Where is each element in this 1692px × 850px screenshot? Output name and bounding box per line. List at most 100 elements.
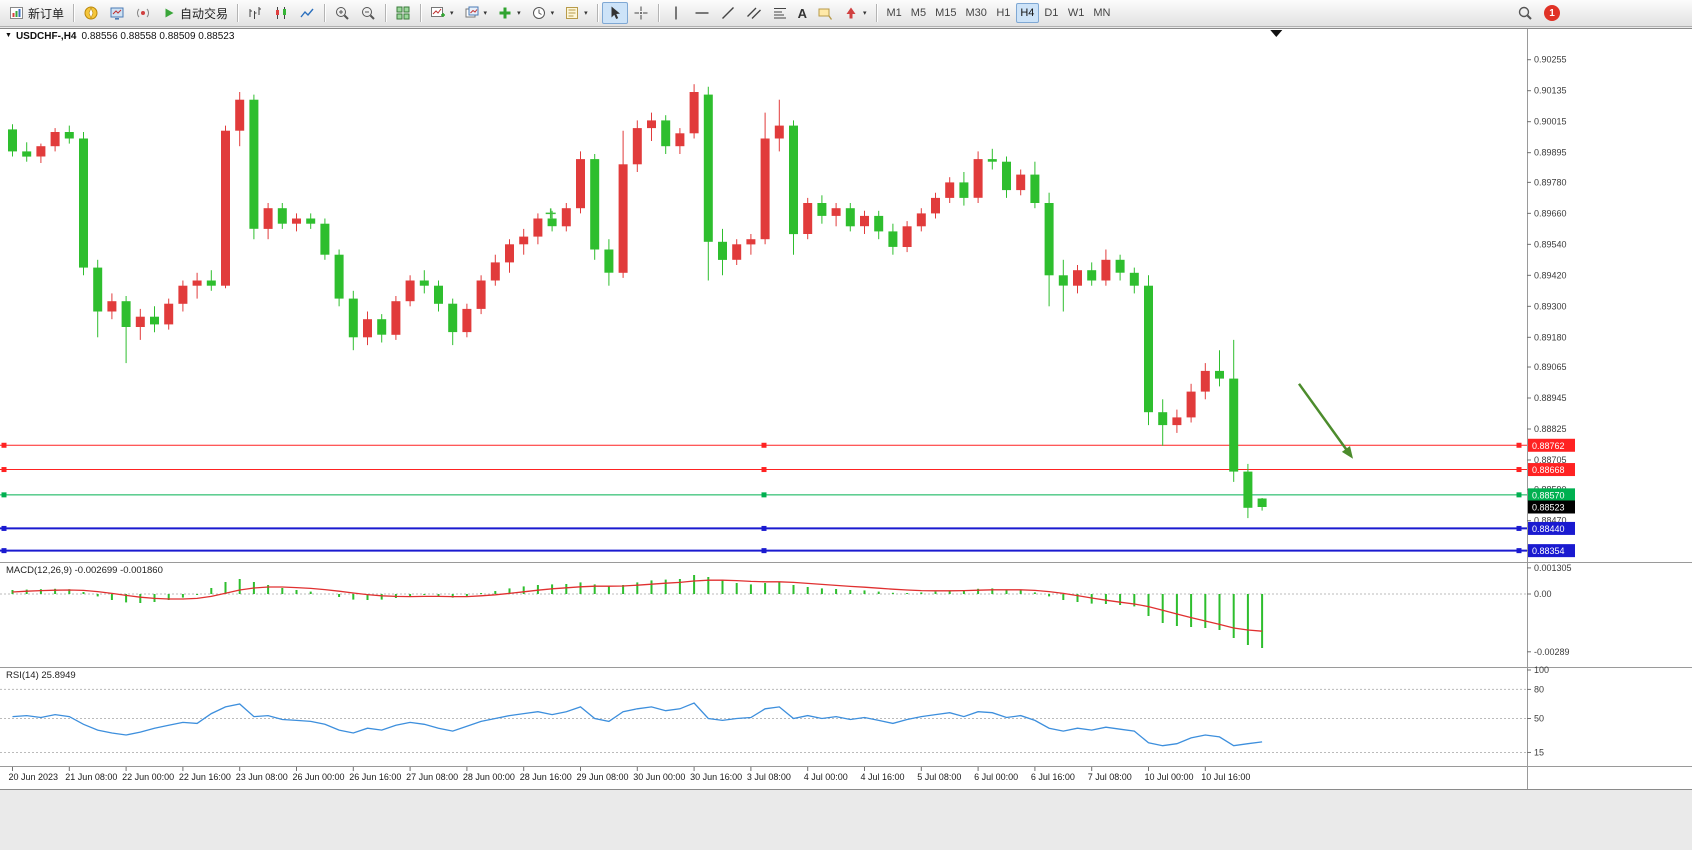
chart-ohlc-values: 0.88556 0.88558 0.88509 0.88523 (81, 31, 235, 42)
svg-text:0.88570: 0.88570 (1532, 490, 1565, 500)
new-order-icon (10, 7, 23, 19)
macd-axis[interactable]: 0.001305 0.00 -0.00289 (1527, 563, 1572, 657)
search-button[interactable] (1512, 2, 1538, 24)
svg-text:0.89180: 0.89180 (1534, 332, 1567, 342)
svg-text:0.88354: 0.88354 (1532, 546, 1565, 556)
timeframe-button-m30[interactable]: M30 (961, 3, 990, 23)
crosshair-icon (634, 6, 648, 20)
toolbar-separator (237, 4, 239, 22)
svg-text:27 Jun 08:00: 27 Jun 08:00 (406, 772, 458, 782)
macd-values: -0.002699 -0.001860 (74, 565, 163, 576)
text-label-button[interactable] (812, 2, 838, 24)
time-axis[interactable]: 20 Jun 2023 21 Jun 08:00 22 Jun 00:00 22 Ju… (9, 767, 1251, 782)
svg-text:0.90255: 0.90255 (1534, 55, 1567, 65)
indicators-button[interactable]: ▾ (492, 2, 526, 24)
add-indicator-icon (499, 7, 511, 19)
toolbar-separator (420, 4, 422, 22)
timeframe-button-h4[interactable]: H4 (1015, 3, 1039, 23)
dropdown-caret-icon: ▾ (517, 10, 521, 17)
svg-text:50: 50 (1534, 714, 1544, 724)
trend-arrow-annotation[interactable] (1297, 383, 1349, 453)
svg-text:23 Jun 08:00: 23 Jun 08:00 (236, 772, 288, 782)
bar-chart-button[interactable] (242, 2, 268, 24)
svg-text:0.90015: 0.90015 (1534, 117, 1567, 127)
text-button[interactable]: A (793, 2, 812, 24)
timeframe-button-m1[interactable]: M1 (883, 3, 906, 23)
timeframe-button-w1[interactable]: W1 (1064, 3, 1089, 23)
chart-symbol-period: USDCHF-,H4 (15, 31, 77, 42)
rsi-axis[interactable]: 100 80 50 15 (1527, 665, 1549, 757)
svg-text:0.88440: 0.88440 (1532, 524, 1565, 534)
terminal-button[interactable] (104, 2, 130, 24)
svg-text:100: 100 (1534, 665, 1549, 675)
profiles-button[interactable]: ▾ (459, 2, 493, 24)
template-icon (566, 7, 579, 19)
svg-text:30 Jun 16:00: 30 Jun 16:00 (690, 772, 742, 782)
toolbar-separator (875, 4, 877, 22)
horizontal-line-button[interactable] (689, 2, 715, 24)
svg-text:0.88523: 0.88523 (1532, 502, 1565, 512)
new-order-button[interactable]: 新订单 (4, 2, 69, 24)
rsi-line (12, 702, 1263, 747)
svg-text:80: 80 (1534, 684, 1544, 694)
trend-arrow-head (1341, 446, 1353, 459)
svg-text:15: 15 (1534, 747, 1544, 757)
compass-button[interactable] (78, 2, 104, 24)
clock-icon (532, 7, 545, 19)
svg-text:0.88945: 0.88945 (1534, 393, 1567, 403)
tile-windows-button[interactable] (390, 2, 416, 24)
timeframe-button-mn[interactable]: MN (1089, 3, 1114, 23)
candlestick-chart-icon (276, 7, 287, 19)
zoom-out-button[interactable] (355, 2, 381, 24)
svg-text:0.00: 0.00 (1534, 589, 1552, 599)
svg-text:0.89660: 0.89660 (1534, 208, 1567, 218)
line-chart-icon (300, 8, 314, 18)
timeframe-button-h1[interactable]: H1 (992, 3, 1015, 23)
macd-indicator-label: MACD(12,26,9) -0.002699 -0.001860 (6, 565, 163, 576)
profiles-icon (465, 6, 479, 18)
zoom-in-button[interactable] (329, 2, 355, 24)
channel-icon (746, 7, 761, 19)
macd-signal-line (12, 579, 1263, 632)
dropdown-caret-icon: ▾ (584, 10, 588, 17)
svg-text:10 Jul 00:00: 10 Jul 00:00 (1145, 772, 1194, 782)
periods-button[interactable]: ▾ (526, 2, 560, 24)
chart-collapse-icon[interactable]: ▼ (5, 32, 12, 39)
timeframe-button-m15[interactable]: M15 (931, 3, 960, 23)
line-chart-button[interactable] (294, 2, 320, 24)
cursor-button[interactable] (601, 2, 628, 24)
auto-trading-button[interactable]: 自动交易 (156, 2, 233, 24)
chart-background[interactable] (0, 28, 1692, 790)
svg-text:0.89300: 0.89300 (1534, 301, 1567, 311)
fibonacci-icon (773, 8, 786, 19)
svg-text:0.88705: 0.88705 (1534, 455, 1567, 465)
toolbar: 新订单 自动交易 ▾ ▾ ▾ (0, 0, 1692, 27)
svg-text:0.88668: 0.88668 (1532, 465, 1565, 475)
channel-button[interactable] (741, 2, 767, 24)
auto-trading-label: 自动交易 (180, 6, 229, 21)
svg-text:0.89420: 0.89420 (1534, 270, 1567, 280)
templates-button[interactable]: ▾ (559, 2, 593, 24)
svg-text:0.89065: 0.89065 (1534, 362, 1567, 372)
trendline-button[interactable] (715, 2, 741, 24)
text-tool-icon: A (797, 5, 807, 21)
svg-text:0.88470: 0.88470 (1534, 516, 1567, 526)
new-chart-button[interactable]: ▾ (425, 2, 459, 24)
candlestick-chart-button[interactable] (268, 2, 294, 24)
broadcast-button[interactable] (130, 2, 156, 24)
price-axis[interactable]: 0.90255 0.90135 0.90015 0.89895 0.89780 0.896… (1527, 55, 1567, 556)
fibonacci-button[interactable] (767, 2, 793, 24)
arrows-button[interactable]: ▾ (838, 2, 872, 24)
vertical-line-button[interactable] (663, 2, 689, 24)
arrow-object-icon (846, 7, 856, 19)
vertical-line-icon (674, 6, 677, 20)
shift-marker-icon[interactable] (1270, 30, 1283, 37)
timeframe-button-m5[interactable]: M5 (907, 3, 930, 23)
timeframe-button-d1[interactable]: D1 (1040, 3, 1063, 23)
notification-badge[interactable]: 1 (1544, 5, 1560, 21)
macd-name: MACD(12,26,9) (6, 565, 72, 576)
hline-objects[interactable] (0, 442, 1527, 554)
crosshair-button[interactable] (628, 2, 654, 24)
svg-text:5 Jul 08:00: 5 Jul 08:00 (917, 772, 961, 782)
